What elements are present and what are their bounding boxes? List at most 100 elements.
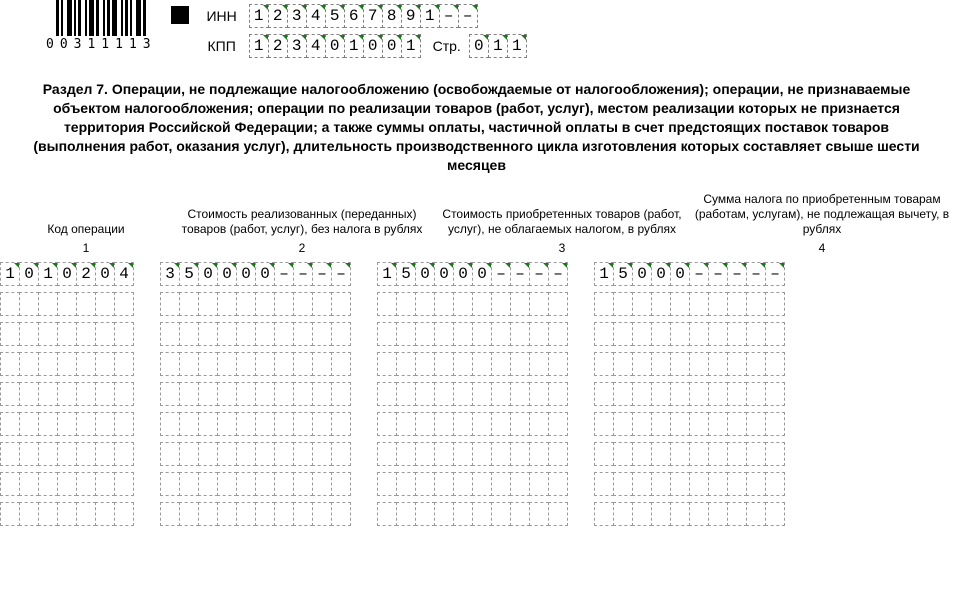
char-cell <box>312 442 332 466</box>
char-cell <box>491 352 511 376</box>
char-cell: – <box>510 262 530 286</box>
char-cell <box>689 322 709 346</box>
cell-block <box>377 382 568 406</box>
char-cell <box>198 292 218 316</box>
column-number: 1 <box>83 241 90 256</box>
char-cell <box>217 412 237 436</box>
char-cell <box>179 352 199 376</box>
char-cell: 4 <box>306 4 326 28</box>
char-cell <box>434 442 454 466</box>
char-cell <box>274 472 294 496</box>
char-cell <box>746 412 766 436</box>
char-cell <box>377 352 397 376</box>
char-cell: 0 <box>453 262 473 286</box>
char-cell <box>434 382 454 406</box>
char-cell <box>198 412 218 436</box>
char-cell <box>19 472 39 496</box>
char-cell <box>727 322 747 346</box>
char-cell <box>377 292 397 316</box>
char-cell <box>57 502 77 526</box>
cell-block <box>0 292 134 316</box>
char-cell <box>765 382 785 406</box>
char-cell <box>510 292 530 316</box>
char-cell: 0 <box>236 262 256 286</box>
char-cell <box>708 322 728 346</box>
char-cell <box>0 472 20 496</box>
column-label: Код операции <box>47 222 124 237</box>
table-row <box>0 352 953 376</box>
char-cell <box>274 502 294 526</box>
char-cell <box>95 442 115 466</box>
char-cell <box>396 352 416 376</box>
char-cell <box>708 292 728 316</box>
char-cell: 0 <box>670 262 690 286</box>
char-cell <box>274 442 294 466</box>
char-cell: – <box>548 262 568 286</box>
char-cell <box>453 412 473 436</box>
char-cell <box>38 322 58 346</box>
char-cell <box>689 382 709 406</box>
char-cell <box>529 412 549 436</box>
char-cell <box>198 322 218 346</box>
char-cell <box>510 382 530 406</box>
char-cell <box>453 442 473 466</box>
char-cell <box>548 292 568 316</box>
char-cell <box>255 442 275 466</box>
cell-block <box>594 472 785 496</box>
section-title: Раздел 7. Операции, не подлежащие налого… <box>0 58 953 174</box>
char-cell: 2 <box>268 4 288 28</box>
char-cell <box>765 412 785 436</box>
char-cell <box>38 502 58 526</box>
table-row <box>0 412 953 436</box>
char-cell <box>274 352 294 376</box>
char-cell <box>57 472 77 496</box>
char-cell <box>746 322 766 346</box>
char-cell <box>746 472 766 496</box>
table-row <box>0 502 953 526</box>
char-cell: 0 <box>217 262 237 286</box>
char-cell <box>651 292 671 316</box>
char-cell <box>179 442 199 466</box>
char-cell <box>594 322 614 346</box>
char-cell <box>396 412 416 436</box>
columns-header: Код операции 1 Стоимость реализованных (… <box>0 174 953 256</box>
char-cell: – <box>529 262 549 286</box>
char-cell <box>548 442 568 466</box>
char-cell <box>396 322 416 346</box>
table-row <box>0 472 953 496</box>
char-cell: 0 <box>57 262 77 286</box>
char-cell <box>160 442 180 466</box>
char-cell <box>57 382 77 406</box>
char-cell <box>76 352 96 376</box>
char-cell <box>293 292 313 316</box>
char-cell <box>160 472 180 496</box>
cell-block <box>160 352 351 376</box>
char-cell <box>491 472 511 496</box>
char-cell <box>651 472 671 496</box>
char-cell <box>670 412 690 436</box>
char-cell: 2 <box>268 34 288 58</box>
cell-block <box>377 472 568 496</box>
char-cell <box>529 442 549 466</box>
page-label: Стр. <box>433 38 461 54</box>
cell-block: 150000–––– <box>377 262 568 286</box>
char-cell <box>613 352 633 376</box>
char-cell <box>236 352 256 376</box>
char-cell <box>651 502 671 526</box>
char-cell <box>0 502 20 526</box>
char-cell <box>0 322 20 346</box>
cell-block <box>0 502 134 526</box>
char-cell <box>114 382 134 406</box>
char-cell <box>434 502 454 526</box>
char-cell <box>529 292 549 316</box>
char-cell: 3 <box>160 262 180 286</box>
char-cell <box>331 292 351 316</box>
char-cell <box>377 442 397 466</box>
char-cell <box>95 382 115 406</box>
char-cell <box>160 412 180 436</box>
char-cell <box>594 382 614 406</box>
char-cell <box>548 472 568 496</box>
char-cell <box>160 382 180 406</box>
char-cell <box>727 472 747 496</box>
cell-block: 1010204 <box>0 262 134 286</box>
